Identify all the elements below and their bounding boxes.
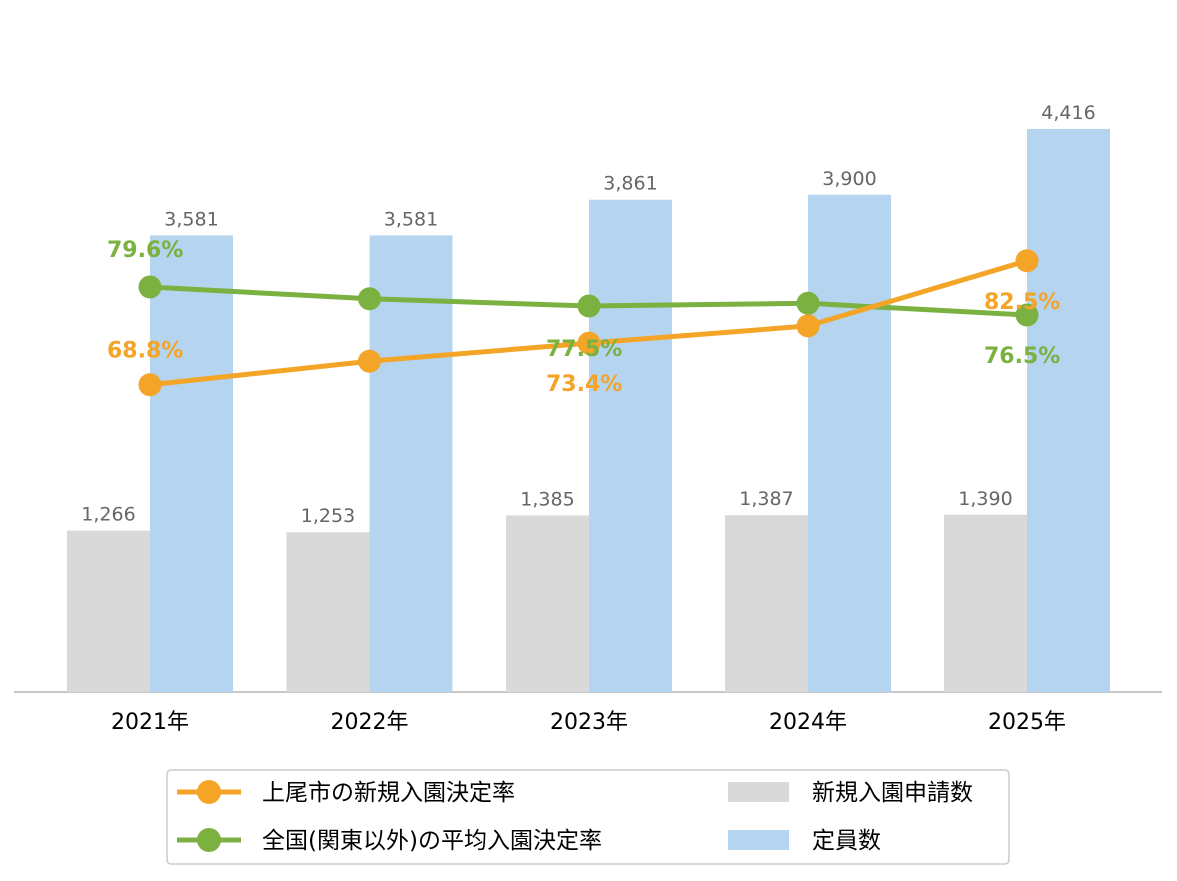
line-point-1-0 — [138, 275, 162, 299]
legend-bar-swatch-0 — [728, 782, 789, 802]
rate-label-0-0: 68.8% — [107, 339, 183, 364]
legend-bar-swatch-1 — [728, 830, 789, 850]
line-point-1-3 — [796, 291, 820, 315]
x-tick-label-4: 2025年 — [988, 710, 1066, 735]
bar-applications-2 — [506, 515, 589, 692]
x-tick-label-3: 2024年 — [769, 710, 847, 735]
line-point-0-1 — [358, 349, 381, 373]
legend-marker-0 — [197, 780, 221, 804]
bar-value-label-applications-1: 1,253 — [301, 505, 355, 527]
bar-capacity-1 — [369, 235, 453, 693]
x-tick-labels: 2021年 2022年 2023年 2024年 2025年 — [111, 710, 1066, 735]
line-series-0 — [149, 258, 1028, 388]
bar-value-label-applications-0: 1,266 — [81, 504, 135, 526]
rate-label-1-2: 77.5% — [546, 337, 622, 362]
bar-capacity-2 — [589, 199, 672, 692]
legend: 上尾市の新規入園決定率 全国(関東以外)の平均入園決定率 新規入園申請数 定員数 — [166, 769, 1010, 865]
line-point-0-0 — [138, 373, 162, 397]
bar-value-label-applications-2: 1,385 — [520, 488, 574, 510]
line-point-1-4 — [1015, 303, 1039, 327]
legend-box — [166, 769, 1010, 865]
rate-label-1-0: 79.6% — [107, 238, 183, 263]
bar-applications-3 — [725, 515, 808, 692]
bar-applications-1 — [286, 532, 370, 692]
line-point-1-2 — [577, 294, 601, 318]
legend-label-line-0: 上尾市の新規入園決定率 — [262, 780, 515, 806]
lines-layer — [138, 249, 1039, 397]
line-point-0-2 — [577, 331, 601, 355]
bars-layer — [67, 128, 1110, 693]
bar-capacity-0 — [150, 235, 233, 693]
bar-value-label-capacity-4: 4,416 — [1041, 102, 1095, 124]
rate-label-0-2: 73.4% — [546, 372, 622, 397]
bar-applications-0 — [67, 530, 150, 692]
line-point-0-4 — [1015, 249, 1039, 273]
bar-value-label-capacity-2: 3,861 — [603, 173, 657, 195]
bar-capacity-4 — [1027, 128, 1110, 692]
legend-marker-1 — [197, 828, 221, 852]
x-tick-label-0: 2021年 — [111, 710, 189, 735]
rate-label-0-4: 82.5% — [984, 290, 1060, 315]
bar-value-label-capacity-0: 3,581 — [164, 208, 218, 230]
bar-value-label-applications-4: 1,390 — [958, 488, 1012, 510]
bar-capacity-3 — [808, 194, 891, 692]
bar-value-label-capacity-3: 3,900 — [822, 168, 876, 190]
bar-value-label-capacity-1: 3,581 — [384, 208, 438, 230]
rate-labels-layer: 68.8% 73.4% 82.5% 79.6% 77.5% 76.5% — [107, 238, 1060, 397]
bar-value-label-applications-3: 1,387 — [739, 488, 793, 510]
bar-labels-layer: 1,266 1,253 1,385 1,387 1,390 3,581 3,581 3,861… — [81, 102, 1095, 527]
line-point-1-1 — [358, 287, 381, 311]
legend-label-bar-1: 定員数 — [812, 828, 881, 854]
bar-applications-4 — [944, 514, 1027, 692]
line-point-0-3 — [796, 314, 820, 338]
legend-label-bar-0: 新規入園申請数 — [812, 780, 973, 806]
x-tick-label-1: 2022年 — [331, 710, 409, 735]
legend-label-line-1: 全国(関東以外)の平均入園決定率 — [262, 828, 602, 854]
x-tick-label-2: 2023年 — [550, 710, 628, 735]
rate-label-1-4: 76.5% — [984, 344, 1060, 369]
